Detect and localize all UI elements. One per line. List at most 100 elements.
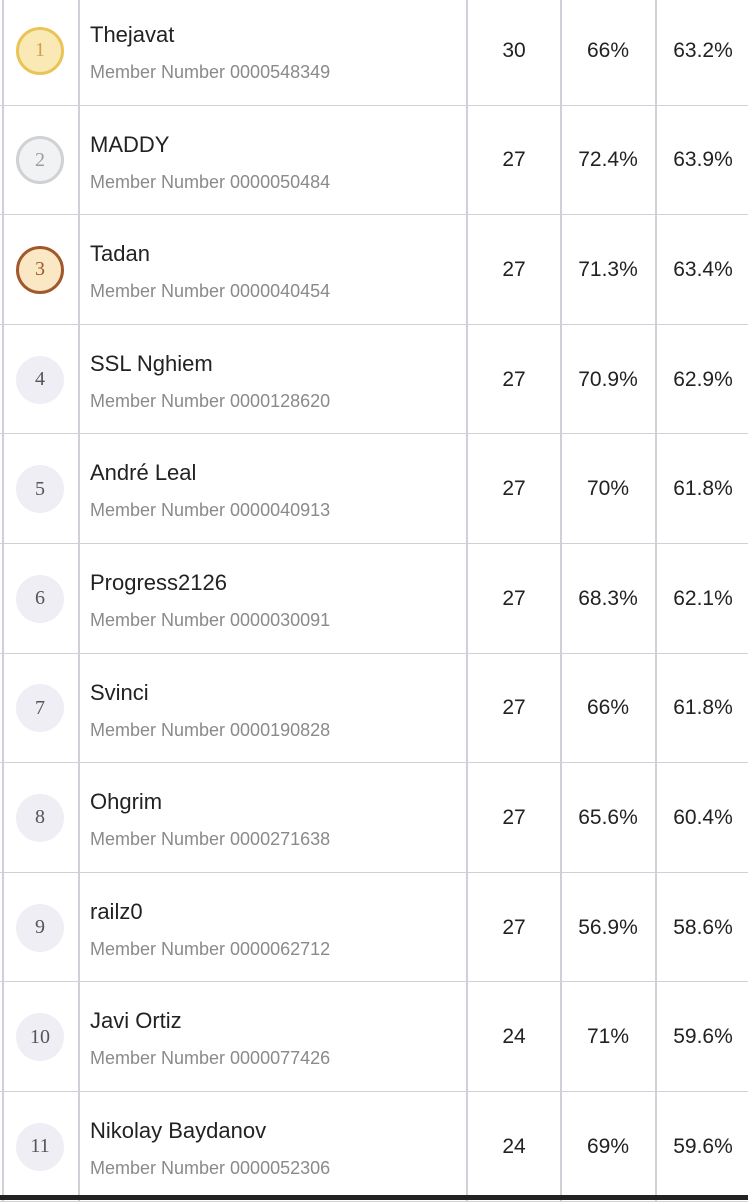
rank-badge: 3: [16, 245, 64, 294]
column-divider: [78, 324, 80, 434]
rank-badge: 5: [16, 465, 64, 514]
column-divider: [466, 324, 468, 434]
leaderboard-row: 11 Nikolay Baydanov Member Number 00000523…: [0, 1092, 748, 1202]
column-divider: [560, 324, 562, 434]
column-divider: [466, 215, 468, 324]
column-divider: [466, 0, 468, 105]
member-number: Member Number 0000190828: [90, 719, 331, 740]
column-divider: [2, 653, 4, 763]
column-divider: [466, 653, 468, 763]
leaderboard-row: 7 Svinci Member Number 0000190828 27 66% 61.8…: [0, 653, 748, 764]
leaderboard-row: 6 Progress2126 Member Number 0000030091 27 6…: [0, 544, 748, 654]
column-divider: [78, 544, 80, 653]
score: 24: [502, 1134, 526, 1158]
column-divider: [560, 763, 562, 872]
percent-1: 71%: [586, 1025, 630, 1049]
percent-1: 66%: [586, 696, 630, 720]
column-divider: [655, 763, 657, 872]
column-divider: [655, 982, 657, 1091]
player-name: Nikolay Baydanov: [90, 1118, 267, 1143]
column-divider: [655, 324, 657, 434]
percent-1: 68.3%: [578, 586, 638, 610]
leaderboard-row: 1 Thejavat Member Number 0000548349 30 66% 63…: [0, 0, 748, 106]
score: 27: [502, 367, 526, 391]
column-divider: [2, 544, 4, 653]
column-divider: [2, 434, 4, 543]
bottom-bar: [0, 1195, 748, 1200]
percent-2: 62.1%: [673, 586, 733, 610]
score: 24: [502, 1025, 526, 1049]
score: 27: [502, 477, 526, 501]
score: 30: [502, 38, 526, 62]
column-divider: [655, 105, 657, 215]
percent-2: 63.2%: [673, 38, 733, 62]
column-divider: [655, 653, 657, 763]
leaderboard-row: 4 SSL Nghiem Member Number 0000128620 27 70.…: [0, 324, 748, 435]
column-divider: [560, 982, 562, 1091]
column-divider: [655, 434, 657, 543]
rank-badge: 9: [16, 903, 64, 952]
member-number: Member Number 0000040454: [90, 281, 331, 302]
percent-1: 70.9%: [578, 367, 638, 391]
rank-badge: 4: [16, 355, 64, 404]
column-divider: [655, 544, 657, 653]
member-number: Member Number 0000030091: [90, 610, 331, 630]
column-divider: [560, 872, 562, 982]
player-name: Ohgrim: [90, 789, 163, 815]
column-divider: [466, 872, 468, 982]
member-number: Member Number 0000050484: [90, 171, 331, 192]
column-divider: [655, 872, 657, 982]
percent-2: 62.9%: [673, 367, 733, 391]
column-divider: [78, 1092, 80, 1201]
column-divider: [2, 215, 4, 324]
rank-badge: 7: [16, 684, 64, 733]
column-divider: [78, 0, 80, 105]
column-divider: [2, 1092, 4, 1201]
member-number: Member Number 0000052306: [90, 1158, 331, 1178]
column-divider: [2, 324, 4, 434]
column-divider: [78, 653, 80, 763]
percent-2: 63.4%: [673, 257, 733, 281]
column-divider: [466, 1092, 468, 1201]
score: 27: [502, 915, 526, 939]
rank-badge: 1: [16, 26, 64, 75]
column-divider: [560, 0, 562, 105]
percent-1: 71.3%: [578, 257, 638, 281]
column-divider: [78, 763, 80, 872]
percent-1: 69%: [586, 1134, 630, 1158]
percent-1: 72.4%: [578, 148, 638, 172]
column-divider: [560, 1092, 562, 1201]
player-name: Svinci: [90, 679, 149, 705]
rank-badge: 6: [16, 574, 64, 623]
leaderboard-row: 2 MADDY Member Number 0000050484 27 72.4% 63.…: [0, 105, 748, 216]
leaderboard-row: 10 Javi Ortiz Member Number 0000077426 24 71…: [0, 982, 748, 1092]
column-divider: [466, 982, 468, 1091]
member-number: Member Number 0000128620: [90, 390, 331, 411]
column-divider: [466, 544, 468, 653]
column-divider: [2, 872, 4, 982]
percent-2: 59.6%: [673, 1134, 733, 1158]
column-divider: [2, 105, 4, 215]
player-name: MADDY: [90, 131, 170, 157]
column-divider: [78, 105, 80, 215]
leaderboard-row: 8 Ohgrim Member Number 0000271638 27 65.6% 60…: [0, 763, 748, 873]
member-number: Member Number 0000077426: [90, 1048, 331, 1069]
percent-2: 58.6%: [673, 915, 733, 939]
member-number: Member Number 0000271638: [90, 829, 331, 850]
score: 27: [502, 586, 526, 610]
player-name: Tadan: [90, 241, 150, 267]
percent-1: 65.6%: [578, 805, 638, 829]
member-number: Member Number 0000040913: [90, 500, 331, 521]
column-divider: [560, 434, 562, 543]
leaderboard-row: 9 railz0 Member Number 0000062712 27 56.9% 58…: [0, 872, 748, 983]
member-number: Member Number 0000062712: [90, 938, 331, 959]
column-divider: [655, 1092, 657, 1201]
player-name: SSL Nghiem: [90, 350, 213, 376]
column-divider: [78, 215, 80, 324]
column-divider: [655, 0, 657, 105]
column-divider: [466, 434, 468, 543]
percent-2: 61.8%: [673, 477, 733, 501]
score: 27: [502, 257, 526, 281]
player-name: railz0: [90, 898, 143, 924]
percent-2: 59.6%: [673, 1025, 733, 1049]
